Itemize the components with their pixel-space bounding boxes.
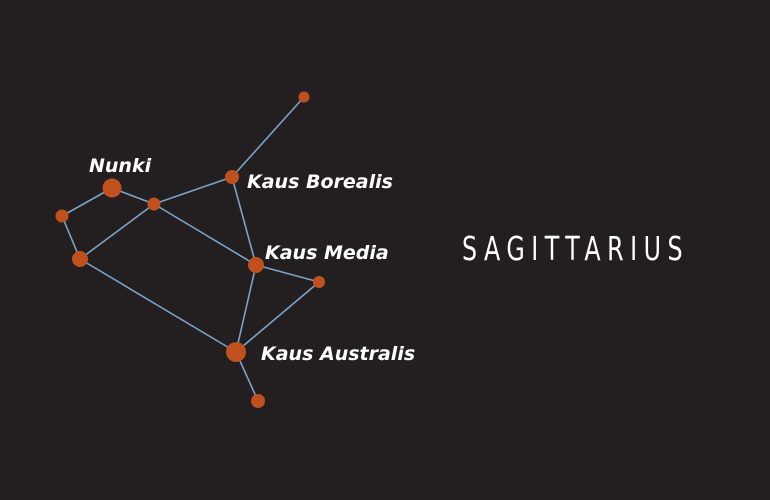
star-center: [147, 197, 161, 211]
connection-lines: [61, 96, 320, 402]
connection-line-center-kaus-media: [153, 203, 257, 266]
star-top: [298, 91, 310, 103]
connection-line-nunki-far-left: [61, 187, 113, 217]
connection-line-kaus-borealis-center: [153, 176, 233, 205]
star-label-nunki: Nunki: [89, 155, 152, 177]
connection-line-left-kaus-australis: [79, 258, 237, 353]
star-far-left: [55, 209, 69, 223]
star-markers: [55, 91, 325, 408]
star-nunki: [102, 178, 122, 198]
connection-line-kaus-borealis-kaus-media: [231, 176, 257, 266]
connection-line-kaus-media-right: [255, 264, 320, 283]
star-kaus-borealis: [225, 170, 239, 184]
star-right: [313, 276, 325, 288]
star-label-kaus-borealis: Kaus Borealis: [247, 171, 393, 193]
star-kaus-australis: [226, 342, 246, 362]
star-kaus-media: [248, 257, 264, 273]
connection-line-center-left: [79, 203, 155, 260]
star-left: [72, 251, 88, 267]
connection-line-top-kaus-borealis: [231, 96, 305, 178]
constellation-title: SAGITTARIUS: [462, 229, 690, 268]
star-label-kaus-australis: Kaus Australis: [261, 343, 415, 365]
star-labels: Kaus Borealis Nunki Kaus Media Kaus Austral…: [89, 155, 415, 365]
connection-line-kaus-media-kaus-australis: [235, 264, 257, 353]
star-bottom: [251, 394, 265, 408]
star-label-kaus-media: Kaus Media: [265, 242, 389, 264]
connection-line-right-kaus-australis: [235, 281, 320, 353]
